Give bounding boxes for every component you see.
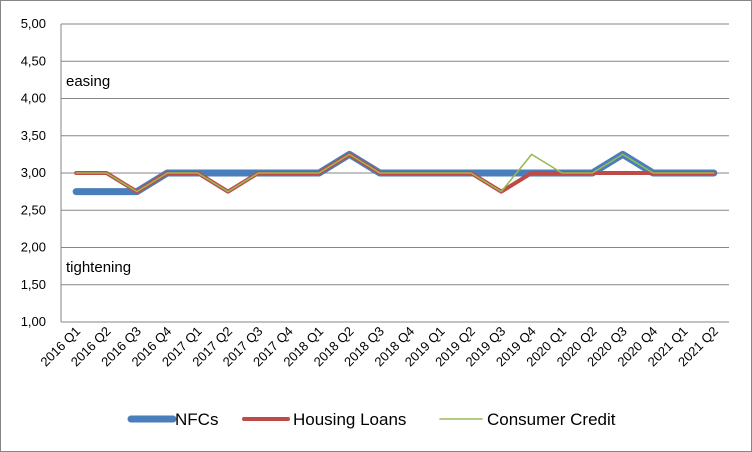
y-axis-tick-labels: 1,00 1,50 2,00 2,50 3,00 3,50 4,00 4,50 5,00 (21, 16, 46, 329)
y-tick-label: 5,00 (21, 16, 46, 31)
y-tick-label: 3,50 (21, 128, 46, 143)
legend-label: NFCs (175, 410, 218, 429)
annotation-tightening: tightening (66, 259, 131, 276)
legend-item: Housing Loans (242, 410, 406, 429)
annotation-easing: easing (66, 73, 110, 90)
legend-item: Consumer Credit (439, 410, 616, 429)
series-lines (72, 150, 718, 196)
y-tick-label: 4,50 (21, 53, 46, 68)
y-tick-label: 1,00 (21, 314, 46, 329)
annotations: easing tightening (66, 73, 131, 276)
y-tick-label: 2,00 (21, 240, 46, 255)
legend-label: Consumer Credit (487, 410, 616, 429)
legend-item: NFCs (127, 410, 218, 429)
y-tick-label: 2,50 (21, 202, 46, 217)
legend-label: Housing Loans (293, 410, 406, 429)
y-tick-label: 1,50 (21, 277, 46, 292)
y-tick-label: 4,00 (21, 91, 46, 106)
consumer-credit-line (75, 153, 715, 193)
legend: NFCs Housing Loans Consumer Credit (127, 410, 616, 429)
y-tick-label: 3,00 (21, 165, 46, 180)
